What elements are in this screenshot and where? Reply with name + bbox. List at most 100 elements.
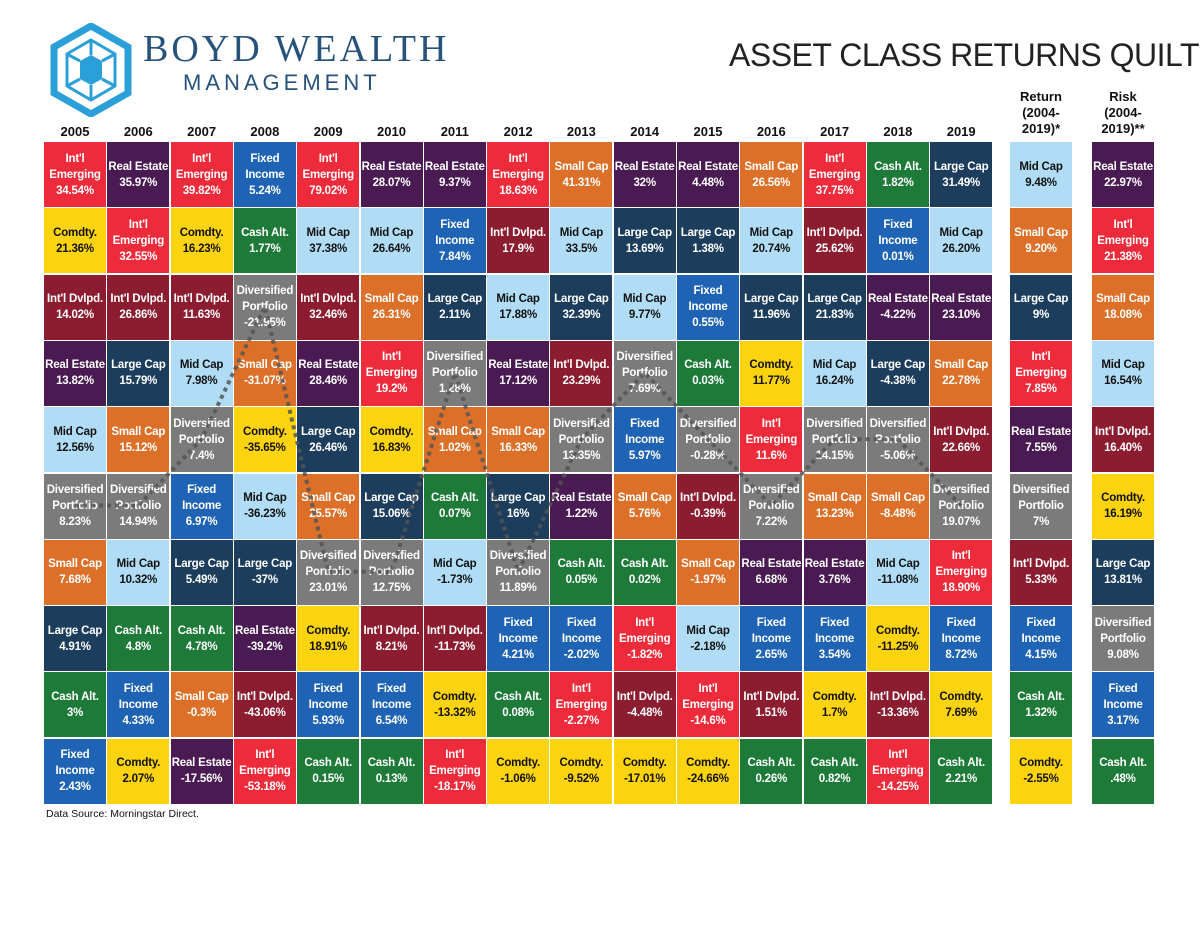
cell-return-value: 20.74% <box>752 242 791 255</box>
cell-asset-class: Real Estate <box>361 160 422 173</box>
cell-asset-class: Diversified Portfolio <box>363 550 420 579</box>
cell-return-value: -2.18% <box>690 640 726 653</box>
cell-2018-cash-alt: Cash Alt. 1.82% <box>866 142 929 207</box>
cell-asset-class: Fixed Income <box>1021 616 1061 645</box>
cell-return-value: 7.69% <box>945 706 977 719</box>
cell-asset-class: Large Cap <box>174 558 229 571</box>
cell-return-value: 4.8% <box>125 640 152 653</box>
cell-asset-class: Int'l Emerging <box>808 152 861 181</box>
cell-return-value: 4.91% <box>59 640 91 653</box>
cell-asset-class: Diversified Portfolio <box>1094 616 1152 645</box>
cell-return-value: 14.15% <box>815 449 854 462</box>
cell-return-value: -2.02% <box>563 648 600 661</box>
cell-2015-comdty: Comdty. -24.66% <box>677 738 739 804</box>
cell-return-value: 25.57% <box>309 508 348 520</box>
year-header-2018: 2018 <box>883 124 913 139</box>
cell-return-value: 5.76% <box>628 508 661 520</box>
cell-asset-class: Comdty. <box>179 226 224 239</box>
cell-2011-large-cap: Large Cap 2.11% <box>423 274 486 340</box>
cell-2016-comdty: Comdty. 11.77% <box>740 340 803 406</box>
cell-asset-class: Large Cap <box>807 293 862 306</box>
cell-2007-comdty: Comdty. 16.23% <box>170 208 233 274</box>
risk-mid-cap: Mid Cap 16.54% <box>1092 340 1154 406</box>
cell-return-value: -1.06% <box>500 773 536 786</box>
cell-return-value: 35.97% <box>119 176 158 189</box>
cell-2005-real-estate: Real Estate 13.82% <box>44 340 106 406</box>
year-header-2008: 2008 <box>250 124 280 139</box>
cell-asset-class: Cash Alt. <box>874 160 922 173</box>
cell-2007-small-cap: Small Cap -0.3% <box>170 672 233 738</box>
cell-return-value: -14.6% <box>690 714 726 727</box>
cell-2006-int-l-dvlpd: Int'l Dvlpd. 26.86% <box>107 274 170 340</box>
year-header-2017: 2017 <box>820 124 850 139</box>
cell-asset-class: Large Cap <box>237 558 293 571</box>
cell-return-value: 9.37% <box>438 176 471 189</box>
cell-asset-class: Comdty. <box>622 757 667 770</box>
year-header-2010: 2010 <box>377 124 406 139</box>
cell-asset-class: Mid Cap <box>369 226 414 239</box>
cell-return-value: 16.19% <box>1104 508 1142 520</box>
cell-return-value: 16.54% <box>1104 375 1142 388</box>
cell-asset-class: Cash Alt. <box>1017 690 1065 703</box>
cell-asset-class: Int'l Emerging <box>49 152 101 181</box>
cell-2012-cash-alt: Cash Alt. 0.08% <box>487 672 550 738</box>
cell-asset-class: Small Cap <box>554 160 609 173</box>
cell-return-value: 18.91% <box>309 640 348 653</box>
cell-asset-class: Int'l Emerging <box>365 351 418 380</box>
cell-asset-class: Fixed Income <box>815 616 855 645</box>
cell-asset-class: Cash Alt. <box>114 624 163 637</box>
cell-2015-large-cap: Large Cap 1.38% <box>677 208 739 274</box>
cell-asset-class: Real Estate <box>551 492 612 504</box>
cell-return-value: -14.25% <box>877 781 919 794</box>
cell-asset-class: Diversified Portfolio <box>869 417 927 446</box>
cell-asset-class: Fixed Income <box>625 417 665 446</box>
cell-2019-real-estate: Real Estate 23.10% <box>930 274 993 340</box>
cell-return-value: 4.21% <box>502 648 534 661</box>
cell-asset-class: Mid Cap <box>1101 359 1145 372</box>
cell-asset-class: Cash Alt. <box>620 558 669 571</box>
cell-asset-class: Fixed Income <box>118 682 158 711</box>
cell-return-value: -11.25% <box>877 640 919 653</box>
cell-2011-cash-alt: Cash Alt. 0.07% <box>423 473 486 539</box>
cell-return-value: 6.54% <box>375 714 408 727</box>
cell-asset-class: Int'l Dvlpd. <box>553 359 610 372</box>
cell-asset-class: Cash Alt. <box>494 690 542 703</box>
cell-2019-mid-cap: Mid Cap 26.20% <box>930 208 993 274</box>
cell-asset-class: Mid Cap <box>686 624 730 637</box>
cell-return-value: 4.33% <box>122 714 155 727</box>
cell-return-value: 39.82% <box>182 184 221 197</box>
cell-2013-large-cap: Large Cap 32.39% <box>550 274 613 340</box>
year-header-2007: 2007 <box>187 124 217 139</box>
cell-return-value: -24.66% <box>687 773 729 786</box>
cell-return-value: 16.40% <box>1104 441 1142 454</box>
cell-return-value: 0.03% <box>692 375 724 388</box>
cell-asset-class: Diversified Portfolio <box>426 351 484 380</box>
cell-return-value: 14.02% <box>56 309 94 322</box>
cell-return-value: 8.23% <box>59 516 91 528</box>
cell-return-value: 18.90% <box>942 582 981 595</box>
cell-return-value: 5.93% <box>312 714 344 727</box>
cell-2012-int-l-emerging: Int'l Emerging 18.63% <box>487 142 550 207</box>
cell-asset-class: Large Cap <box>364 492 419 504</box>
cell-2013-int-l-dvlpd: Int'l Dvlpd. 23.29% <box>550 340 613 406</box>
cell-return-value: 2.07% <box>122 773 155 786</box>
cell-asset-class: Diversified Portfolio <box>806 417 863 446</box>
cell-2013-cash-alt: Cash Alt. 0.05% <box>550 539 613 605</box>
cell-2006-comdty: Comdty. 2.07% <box>107 738 170 804</box>
cell-2007-int-l-emerging: Int'l Emerging 39.82% <box>170 142 233 207</box>
cell-asset-class: Comdty. <box>1101 492 1145 504</box>
cell-asset-class: Int'l Emerging <box>492 152 544 181</box>
cell-return-value: -17.01% <box>623 773 666 786</box>
cell-asset-class: Large Cap <box>300 425 356 438</box>
cell-asset-class: Int'l Emerging <box>1097 218 1149 247</box>
cell-return-value: 19.07% <box>942 516 981 528</box>
cell-2016-int-l-dvlpd: Int'l Dvlpd. 1.51% <box>740 672 803 738</box>
return-summary-header: Return (2004- 2019)* <box>1020 89 1062 136</box>
cell-2007-real-estate: Real Estate -17.56% <box>170 738 233 804</box>
cell-2006-large-cap: Large Cap 15.79% <box>107 340 170 406</box>
cell-return-value: -9.52% <box>563 773 600 786</box>
cell-asset-class: Small Cap <box>111 425 166 438</box>
cell-asset-class: Diversified Portfolio <box>932 484 990 512</box>
cell-asset-class: Small Cap <box>237 359 292 372</box>
cell-asset-class: Cash Alt. <box>557 558 606 571</box>
